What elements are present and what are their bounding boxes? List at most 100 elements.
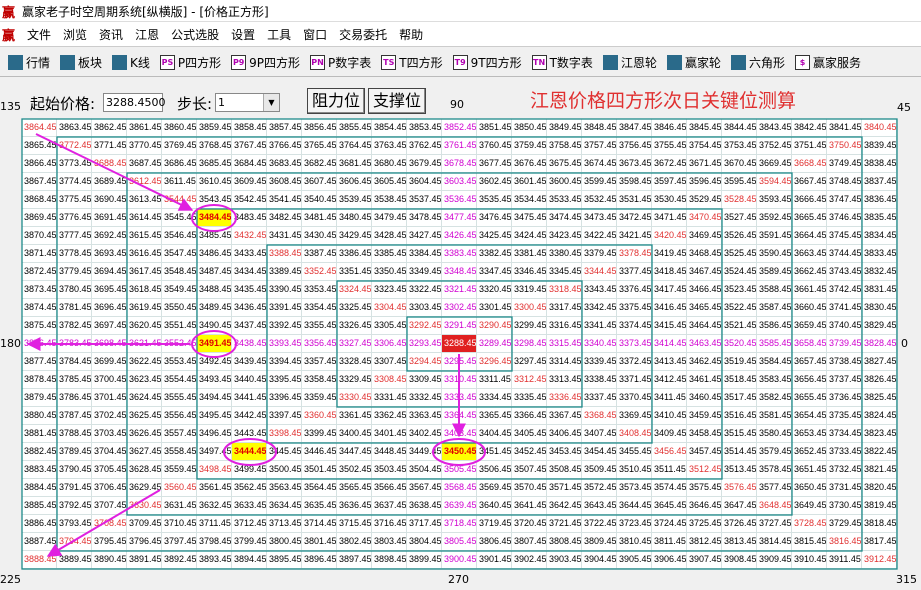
toolbar-button[interactable]: K线 [112, 54, 150, 71]
menu-item[interactable]: 设置 [231, 27, 256, 42]
price-cell: 3526.45 [722, 227, 757, 245]
toolbar-button[interactable]: 江恩轮 [602, 54, 657, 71]
support-button[interactable]: 支撑位 [368, 88, 426, 114]
menu-item[interactable]: 资讯 [99, 27, 124, 42]
price-cell: 3620.45 [127, 317, 162, 335]
price-cell: 3736.45 [827, 389, 862, 407]
price-cell: 3852.45 [442, 119, 477, 137]
price-cell: 3521.45 [722, 317, 757, 335]
price-cell: 3669.45 [757, 155, 792, 173]
price-cell: 3404.45 [477, 425, 512, 443]
price-cell: 3710.45 [162, 515, 197, 533]
price-cell: 3646.45 [687, 497, 722, 515]
toolbar-button[interactable]: $ 赢家服务 [794, 54, 861, 71]
price-cell: 3855.45 [337, 119, 372, 137]
menu-item[interactable]: 公式选股 [171, 27, 220, 42]
toolbar-button[interactable]: 赢家轮 [666, 54, 721, 71]
price-cell: 3450.45 [442, 443, 477, 461]
price-cell: 3551.45 [162, 317, 197, 335]
price-cell: 3528.45 [722, 191, 757, 209]
price-cell: 3352.45 [302, 263, 337, 281]
price-cell: 3651.45 [792, 461, 827, 479]
price-cell: 3812.45 [687, 533, 722, 551]
price-cell: 3413.45 [652, 353, 687, 371]
price-cell: 3784.45 [57, 353, 92, 371]
menu-item[interactable]: 交易委托 [339, 27, 388, 42]
price-cell: 3823.45 [862, 425, 897, 443]
price-cell: 3816.45 [827, 533, 862, 551]
price-cell: 3354.45 [302, 299, 337, 317]
price-cell: 3318.45 [547, 281, 582, 299]
price-cell: 3711.45 [197, 515, 232, 533]
price-cell: 3571.45 [547, 479, 582, 497]
price-cell: 3497.45 [197, 443, 232, 461]
price-cell: 3650.45 [792, 479, 827, 497]
menu-item[interactable]: 工具 [267, 27, 292, 42]
price-cell: 3444.45 [232, 443, 267, 461]
start-price-label: 起始价格: [30, 95, 96, 113]
price-cell: 3873.45 [22, 281, 57, 299]
price-cell: 3854.45 [372, 119, 407, 137]
price-cell: 3751.45 [792, 137, 827, 155]
step-select[interactable]: 1 ▼ [215, 93, 280, 112]
price-cell: 3549.45 [162, 281, 197, 299]
price-cell: 3529.45 [687, 191, 722, 209]
price-cell: 3693.45 [92, 245, 127, 263]
menu-item[interactable]: 江恩 [135, 27, 160, 42]
price-cell: 3851.45 [477, 119, 512, 137]
price-cell: 3486.45 [197, 245, 232, 263]
price-cell: 3368.45 [582, 407, 617, 425]
toolbar-button[interactable]: 行情 [8, 54, 50, 71]
menu-item[interactable]: 帮助 [399, 27, 424, 42]
toolbar-button[interactable]: 板块 [60, 54, 102, 71]
toolbar-button[interactable]: P9 9P四方形 [231, 54, 300, 71]
price-cell: 3684.45 [232, 155, 267, 173]
price-cell: 3464.45 [687, 317, 722, 335]
price-cell: 3630.45 [127, 497, 162, 515]
dropdown-arrow[interactable]: ▼ [263, 94, 279, 111]
menu-item[interactable]: 窗口 [303, 27, 328, 42]
menu-item[interactable]: 文件 [27, 27, 52, 42]
start-price-input[interactable]: 3288.4500 [103, 93, 166, 112]
price-cell: 3794.45 [57, 533, 92, 551]
price-cell: 3292.45 [407, 317, 442, 335]
price-cell: 3420.45 [652, 227, 687, 245]
price-cell: 3903.45 [547, 551, 582, 569]
toolbar-button[interactable]: 六角形 [730, 54, 785, 71]
toolbar-button[interactable]: PS P四方形 [159, 54, 221, 71]
price-cell: 3887.45 [22, 533, 57, 551]
price-cell: 3865.45 [22, 137, 57, 155]
resistance-button[interactable]: 阻力位 [307, 88, 365, 114]
price-cell: 3675.45 [547, 155, 582, 173]
price-cell: 3622.45 [127, 353, 162, 371]
menu-bar: 赢 文件 浏览 资讯 江恩 公式选股 设置 工具 窗口 交易委托 帮助 [0, 22, 921, 47]
price-cell: 3479.45 [372, 209, 407, 227]
price-cell: 3748.45 [827, 173, 862, 191]
price-cell: 3726.45 [722, 515, 757, 533]
price-cell: 3720.45 [512, 515, 547, 533]
price-cell: 3427.45 [407, 227, 442, 245]
price-cell: 3911.45 [827, 551, 862, 569]
price-cell: 3325.45 [337, 299, 372, 317]
toolbar-button[interactable]: PN P数字表 [310, 54, 371, 71]
price-cell: 3847.45 [617, 119, 652, 137]
price-cell: 3617.45 [127, 263, 162, 281]
price-square: 3864.45 3863.45 3862.45 3861.45 3860.45 3859.… [22, 119, 897, 569]
price-cell: 3898.45 [372, 551, 407, 569]
menu-item[interactable]: 浏览 [63, 27, 88, 42]
price-cell: 3598.45 [617, 173, 652, 191]
price-cell: 3796.45 [127, 533, 162, 551]
price-cell: 3414.45 [652, 335, 687, 353]
price-cell: 3505.45 [442, 461, 477, 479]
price-cell: 3660.45 [792, 299, 827, 317]
price-cell: 3894.45 [232, 551, 267, 569]
toolbar-button[interactable]: TS T四方形 [381, 54, 443, 71]
price-cell: 3424.45 [512, 227, 547, 245]
toolbar-button[interactable]: TN T数字表 [531, 54, 593, 71]
price-cell: 3850.45 [512, 119, 547, 137]
price-cell: 3298.45 [512, 335, 547, 353]
price-cell: 3708.45 [92, 515, 127, 533]
price-cell: 3401.45 [372, 425, 407, 443]
toolbar-button[interactable]: T9 9T四方形 [452, 54, 522, 71]
price-cell: 3442.45 [232, 407, 267, 425]
